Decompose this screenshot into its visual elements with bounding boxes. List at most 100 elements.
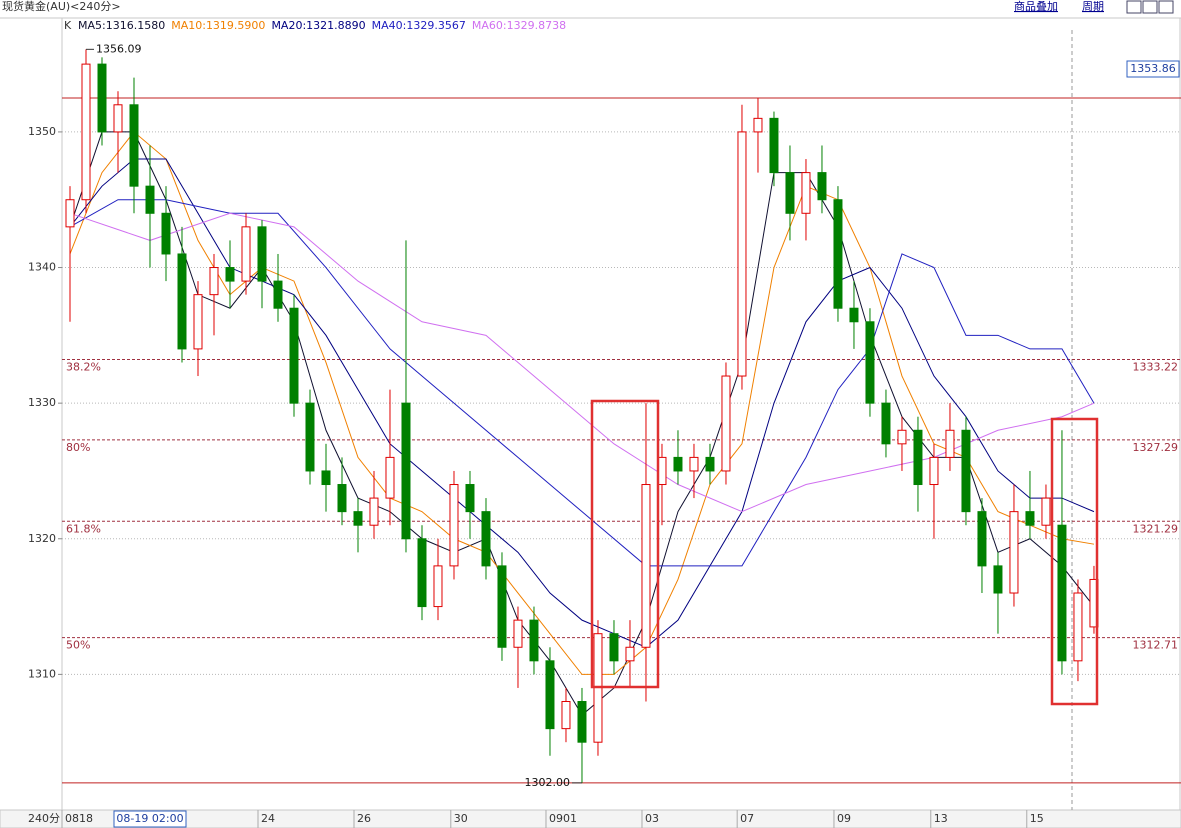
ma-line [69, 212, 1095, 513]
candle-body [417, 538, 427, 608]
candle-body [1025, 511, 1035, 526]
candle-body [225, 267, 235, 282]
candle-body [113, 104, 123, 133]
button[interactable] [1142, 0, 1158, 14]
candle-body [241, 226, 251, 282]
candle-body [753, 117, 763, 133]
candle-body [545, 660, 555, 730]
level-value: 1321.29 [1133, 522, 1179, 535]
cursor-time-box [113, 810, 187, 828]
x-tick-label: 24 [261, 812, 275, 825]
x-axis-bar [0, 809, 1181, 828]
y-tick-label: 1340 [28, 261, 56, 274]
candle-body [785, 172, 795, 214]
y-tick-label: 1350 [28, 125, 56, 138]
candle-body [401, 402, 411, 540]
candle-body [385, 456, 395, 499]
candle-body [177, 253, 187, 350]
candle-body [353, 511, 363, 526]
candle-body [529, 619, 539, 662]
menu-item[interactable]: 周期 [1082, 0, 1104, 13]
y-tick-label: 1310 [28, 667, 56, 680]
candle-body [849, 307, 859, 323]
candle-body [209, 267, 219, 296]
chart-title: 现货黄金(AU)<240分> [2, 0, 121, 13]
candle-body [801, 172, 811, 214]
candle-body [289, 307, 299, 404]
x-tick-label: 03 [645, 812, 659, 825]
candle-body [625, 646, 635, 662]
candle-body [961, 429, 971, 513]
x-tick-label: 15 [1030, 812, 1044, 825]
period-label: 240分 [28, 812, 60, 825]
candle-body [817, 172, 827, 201]
candle-body [993, 565, 1003, 594]
x-tick-label: 30 [454, 812, 468, 825]
candle-body [641, 484, 651, 648]
highlight-box [1050, 417, 1099, 706]
legend-entry: MA10:1319.5900 [171, 19, 265, 32]
indicator-label: K [64, 19, 72, 32]
highlight-box [590, 399, 660, 689]
level-value: 1327.29 [1133, 441, 1179, 454]
candle-body [1009, 511, 1019, 594]
candle-body [577, 701, 587, 743]
legend-entry: MA60:1329.8738 [472, 19, 566, 32]
ma-line [69, 199, 1095, 567]
candle-body [193, 294, 203, 350]
candle-body [705, 456, 715, 472]
candle-body [881, 402, 891, 445]
candle-body [673, 456, 683, 472]
candle-body [977, 511, 987, 567]
candle-body [81, 63, 91, 201]
level-label: 61.8% [66, 522, 101, 535]
candle-body [129, 104, 139, 187]
y-tick-label: 1330 [28, 396, 56, 409]
candle-body [257, 226, 267, 282]
candle-body [97, 63, 107, 133]
candle-body [145, 185, 155, 214]
x-tick-label: 0901 [549, 812, 577, 825]
x-tick-label: 0818 [65, 812, 93, 825]
level-label: 80% [66, 441, 90, 454]
level-value: 1333.22 [1133, 360, 1179, 373]
level-label: 50% [66, 639, 90, 652]
candle-body [913, 429, 923, 486]
candle-body [721, 375, 731, 472]
ma-line [69, 131, 1095, 675]
ma-line [69, 158, 1095, 648]
cursor-price: 1353.86 [1130, 62, 1176, 75]
x-tick-label: 07 [740, 812, 754, 825]
annotation-label: 1302.00 [524, 776, 570, 789]
candle-body [1041, 497, 1051, 526]
candle-body [769, 117, 779, 174]
x-tick-label: 09 [837, 812, 851, 825]
candle-body [609, 633, 619, 662]
candle-body [929, 456, 939, 486]
candle-body [833, 199, 843, 309]
menu-item[interactable]: 商品叠加 [1014, 0, 1058, 13]
window-buttons[interactable] [1126, 0, 1174, 14]
candle-body [465, 484, 475, 513]
candle-body [161, 212, 171, 255]
level-label: 38.2% [66, 360, 101, 373]
cursor-time: 08-19 02:00 [116, 812, 183, 825]
button[interactable] [1126, 0, 1142, 14]
candle-body [1057, 524, 1067, 662]
plot-layer: 1310 1320 1330 1340 1350 0818 24 26 30 0901 03 07 09… [28, 19, 1181, 828]
level-value: 1312.71 [1133, 639, 1179, 652]
candle-body [449, 484, 459, 567]
candle-body [689, 456, 699, 472]
button[interactable] [1158, 0, 1174, 14]
candle-body [305, 402, 315, 472]
candle-body [273, 280, 283, 309]
legend-entry: MA20:1321.8890 [271, 19, 365, 32]
x-tick-label: 26 [357, 812, 371, 825]
legend-entry: MA5:1316.1580 [78, 19, 165, 32]
candle-body [945, 429, 955, 458]
candle-body [897, 429, 907, 445]
candle-body [497, 565, 507, 648]
candle-body [481, 511, 491, 567]
